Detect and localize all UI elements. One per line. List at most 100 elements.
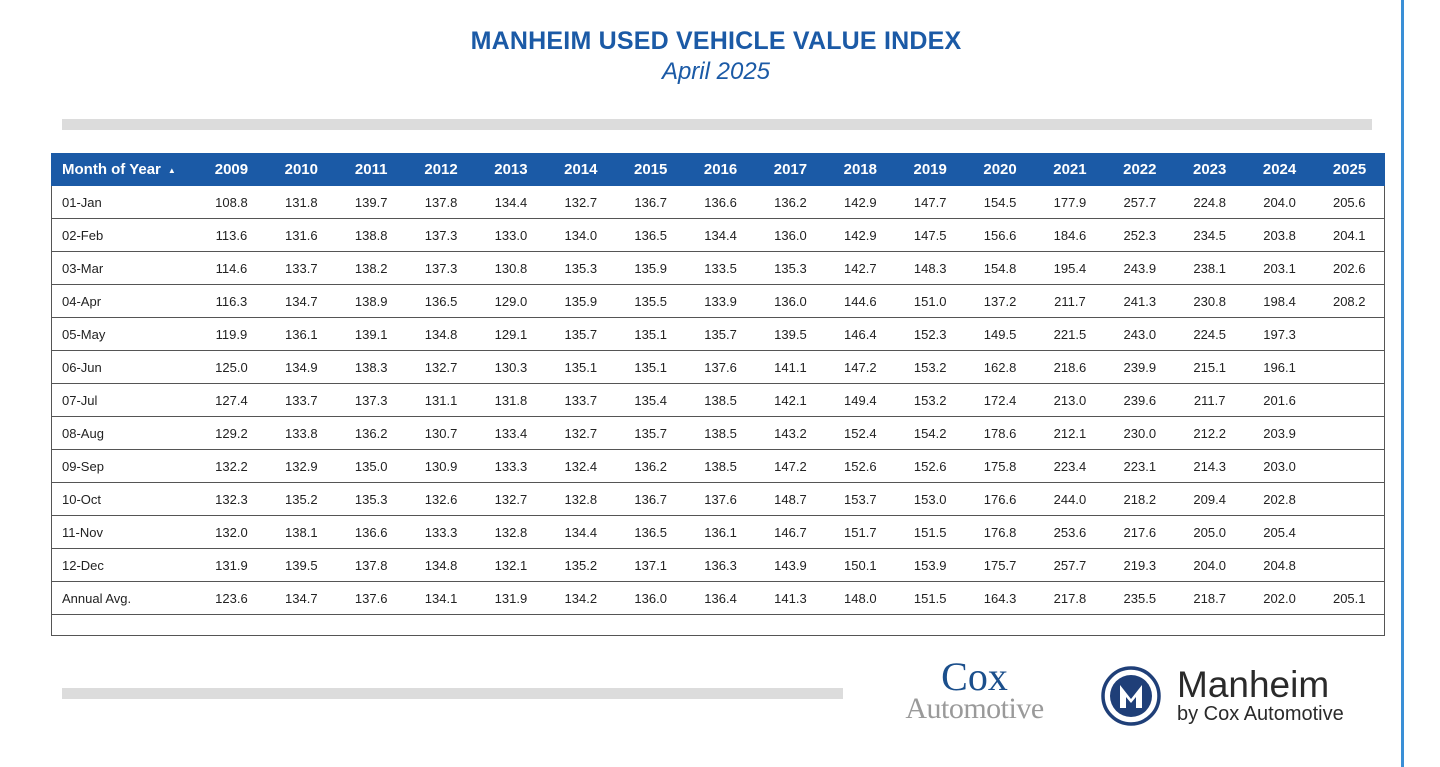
table-cell: 139.7 — [336, 185, 407, 219]
column-header-year[interactable]: 2018 — [824, 153, 896, 186]
table-cell: 134.2 — [545, 581, 616, 615]
table-cell: 202.6 — [1314, 251, 1385, 285]
table-cell-empty — [51, 614, 1385, 636]
column-header-year[interactable]: 2021 — [1034, 153, 1106, 186]
column-header-year[interactable]: 2013 — [475, 153, 547, 186]
table-cell: 136.6 — [336, 515, 407, 549]
table-cell: 134.4 — [476, 185, 546, 219]
table-cell: 149.5 — [965, 317, 1035, 351]
bottom-divider-bar — [62, 688, 843, 699]
column-header-year[interactable]: 2011 — [335, 153, 407, 186]
table-cell: 134.7 — [266, 284, 337, 318]
column-header-year[interactable]: 2016 — [685, 153, 756, 186]
table-cell: 116.3 — [196, 284, 267, 318]
table-cell: 136.0 — [755, 218, 826, 252]
table-cell: 203.0 — [1244, 449, 1315, 483]
table-cell: 132.4 — [545, 449, 616, 483]
table-cell: 176.6 — [965, 482, 1035, 516]
table-cell: 219.3 — [1104, 548, 1175, 582]
table-cell: 138.5 — [685, 449, 756, 483]
table-cell: 203.9 — [1244, 416, 1315, 450]
table-row: Annual Avg. 123.6 134.7 137.6 134.1 131.9 134.… — [51, 581, 1385, 615]
column-header-year[interactable]: 2023 — [1174, 153, 1246, 186]
table-cell: 135.4 — [615, 383, 686, 417]
table-cell: 176.8 — [965, 515, 1035, 549]
table-cell: 137.2 — [965, 284, 1035, 318]
table-cell: 215.1 — [1174, 350, 1245, 384]
table-cell: 133.0 — [476, 218, 546, 252]
column-header-month[interactable]: Month of Year ▲ — [51, 153, 197, 186]
table-cell: 156.6 — [965, 218, 1035, 252]
table-cell: 108.8 — [196, 185, 267, 219]
table-cell: 130.9 — [406, 449, 476, 483]
row-label: 10-Oct — [51, 482, 197, 516]
table-cell: 132.6 — [406, 482, 476, 516]
row-label: 05-May — [51, 317, 197, 351]
table-cell: 137.6 — [336, 581, 407, 615]
table-cell: 136.0 — [755, 284, 826, 318]
table-cell: 172.4 — [965, 383, 1035, 417]
table-row: 08-Aug 129.2 133.8 136.2 130.7 133.4 132.7 135.… — [51, 416, 1385, 450]
row-label: 03-Mar — [51, 251, 197, 285]
column-header-year[interactable]: 2010 — [265, 153, 337, 186]
column-header-year[interactable]: 2024 — [1244, 153, 1315, 186]
table-cell: 143.2 — [755, 416, 826, 450]
cox-logo-subword: Automotive — [905, 692, 1044, 725]
table-cell: 134.9 — [266, 350, 337, 384]
table-cell: 151.5 — [895, 581, 966, 615]
table-row-empty — [51, 614, 1385, 636]
table-cell: 137.3 — [406, 218, 476, 252]
table-cell: 134.0 — [545, 218, 616, 252]
table-cell: 151.5 — [895, 515, 966, 549]
table-cell: 135.2 — [545, 548, 616, 582]
column-header-year[interactable]: 2014 — [545, 153, 617, 186]
column-header-year[interactable]: 2019 — [894, 153, 966, 186]
table-cell: 132.8 — [476, 515, 546, 549]
table-cell: 196.1 — [1244, 350, 1315, 384]
table-cell: 214.3 — [1174, 449, 1245, 483]
table-cell: 136.2 — [755, 185, 826, 219]
table-cell: 217.6 — [1104, 515, 1175, 549]
table-cell — [1314, 383, 1385, 417]
table-cell: 223.1 — [1104, 449, 1175, 483]
column-header-year[interactable]: 2020 — [964, 153, 1036, 186]
table-cell: 239.9 — [1104, 350, 1175, 384]
table-cell: 139.5 — [755, 317, 826, 351]
column-header-year[interactable]: 2009 — [196, 153, 267, 186]
table-cell: 223.4 — [1035, 449, 1105, 483]
table-cell: 147.2 — [755, 449, 826, 483]
table-cell — [1314, 416, 1385, 450]
table-cell: 153.2 — [895, 383, 966, 417]
table-cell: 230.0 — [1104, 416, 1175, 450]
table-cell: 138.5 — [685, 416, 756, 450]
table-row: 05-May 119.9 136.1 139.1 134.8 129.1 135.7 135.… — [51, 317, 1385, 351]
table-cell: 131.9 — [476, 581, 546, 615]
table-cell: 135.1 — [615, 317, 686, 351]
table-cell: 244.0 — [1035, 482, 1105, 516]
column-header-year[interactable]: 2025 — [1314, 153, 1385, 186]
row-label: 01-Jan — [51, 185, 197, 219]
cox-logo-word: Cox — [941, 654, 1008, 699]
table-cell: 135.5 — [615, 284, 686, 318]
table-cell: 208.2 — [1314, 284, 1385, 318]
table-cell: 136.2 — [615, 449, 686, 483]
table-cell: 134.4 — [545, 515, 616, 549]
column-header-year[interactable]: 2017 — [755, 153, 826, 186]
table-cell: 135.3 — [755, 251, 826, 285]
table-cell: 137.8 — [406, 185, 476, 219]
table-cell: 131.6 — [266, 218, 337, 252]
table-cell: 136.7 — [615, 185, 686, 219]
table-cell: 243.9 — [1104, 251, 1175, 285]
column-header-year[interactable]: 2022 — [1104, 153, 1176, 186]
table-cell: 239.6 — [1104, 383, 1175, 417]
sort-ascending-icon[interactable]: ▲ — [167, 165, 176, 175]
table-cell: 146.7 — [755, 515, 826, 549]
value-index-table: Month of Year ▲ 2009 2010 2011 2012 2013 2014 2… — [51, 153, 1385, 636]
row-label: 08-Aug — [51, 416, 197, 450]
column-header-year[interactable]: 2012 — [405, 153, 477, 186]
column-header-year[interactable]: 2015 — [615, 153, 687, 186]
table-cell: 129.2 — [196, 416, 267, 450]
cox-automotive-logo: Cox Automotive — [872, 654, 1077, 725]
table-cell: 224.5 — [1174, 317, 1245, 351]
table-cell: 137.8 — [336, 548, 407, 582]
